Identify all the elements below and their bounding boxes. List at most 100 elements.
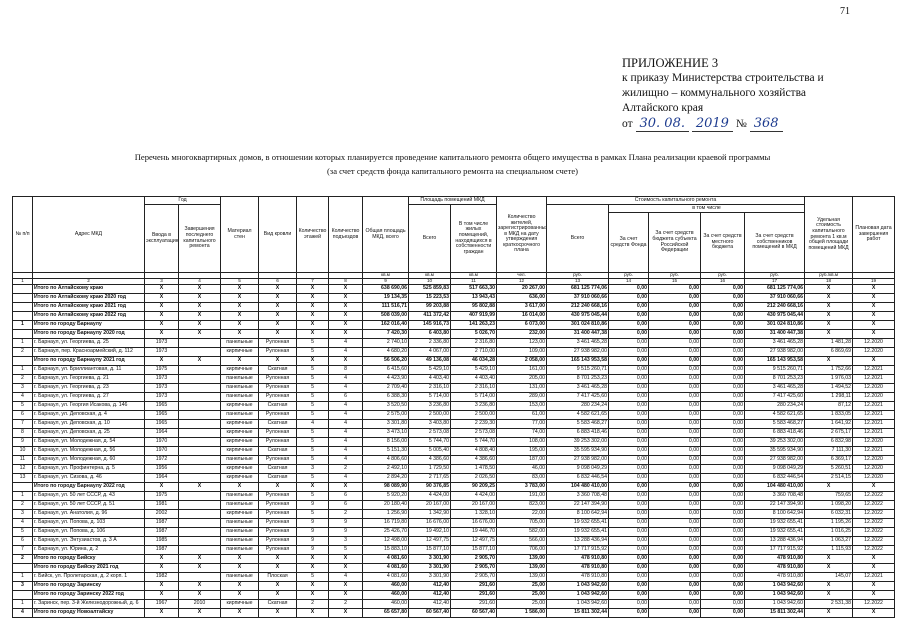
cell: 0,00 <box>700 437 746 447</box>
cell: X <box>328 284 364 294</box>
house-row: 5 г. Барнаул, ул. Попова, д. 106 1987 панел… <box>12 527 896 537</box>
cell: 19 134,35 <box>362 293 410 303</box>
cell: 12.2022 <box>852 599 896 609</box>
cell: 9 098 049,29 <box>744 464 806 474</box>
cell: 0,00 <box>700 446 746 456</box>
cell: 1 043 942,60 <box>546 599 610 609</box>
cell: 430 975 045,44 <box>546 311 610 321</box>
cell: 12.2021 <box>852 419 896 429</box>
cell: кирпичные <box>220 509 260 519</box>
cell: 0,00 <box>700 464 746 474</box>
cell: X <box>258 356 298 366</box>
cell: 0,00 <box>700 419 746 429</box>
cell: 9 <box>296 518 330 528</box>
cell: кирпичные <box>220 437 260 447</box>
cell: 12 497,75 <box>450 536 498 546</box>
cell: 15 877,10 <box>408 545 452 555</box>
cell: 4 <box>328 401 364 411</box>
cell: Итого по городу Бийску 2021 год <box>32 563 145 573</box>
cell: 2 239,30 <box>450 419 498 429</box>
cell <box>177 464 222 474</box>
house-row: 9 г. Барнаул, ул. Молодежная, д. 54 1970 ки… <box>12 437 896 447</box>
cell: Итого по Алтайскому краю <box>32 284 145 294</box>
cell: X <box>804 293 854 303</box>
cell <box>177 500 222 510</box>
cell: X <box>328 482 364 492</box>
cell: 2 <box>12 554 33 564</box>
cell: 1987 <box>144 527 179 537</box>
cell: 90 376,85 <box>408 482 452 492</box>
cell: г. Барнаул, ул. Попова, д. 103 <box>32 518 145 528</box>
cell: 566,00 <box>496 536 548 546</box>
cell: X <box>804 320 854 330</box>
cell: 8 <box>12 428 33 438</box>
cell: 212 240 668,16 <box>744 302 806 312</box>
cell: X <box>328 329 364 339</box>
cell <box>177 572 222 582</box>
cell: кирпичные <box>220 401 260 411</box>
cell: X <box>258 284 298 294</box>
cell <box>177 455 222 465</box>
cell: 0,00 <box>648 590 702 600</box>
cell: 2 <box>12 347 33 357</box>
cell: 5 920,20 <box>362 491 410 501</box>
cell: 5 583 468,27 <box>546 419 610 429</box>
house-row: 12 г. Барнаул, ул. Профинтерна, д. 5 1956 к… <box>12 464 896 474</box>
cell: 0,00 <box>608 320 650 330</box>
cell: г. Барнаул, ул. Георгия Исакова, д. 146 <box>32 401 145 411</box>
cell: 0,00 <box>700 365 746 375</box>
cell: X <box>852 302 896 312</box>
cell: Рулонная <box>258 410 298 420</box>
cell: 27 938 982,00 <box>546 455 610 465</box>
cell: X <box>177 563 222 573</box>
cell: 0,00 <box>608 329 650 339</box>
cell: X <box>804 554 854 564</box>
cell <box>12 356 33 366</box>
cell: 6 <box>328 500 364 510</box>
cell: X <box>328 356 364 366</box>
cell: X <box>258 563 298 573</box>
cell: 0,00 <box>648 500 702 510</box>
cell: 0,00 <box>700 518 746 528</box>
cell: 681 125 774,06 <box>546 284 610 294</box>
cell: 5 714,00 <box>450 392 498 402</box>
cell: 3 403,80 <box>408 419 452 429</box>
cell: Рулонная <box>258 518 298 528</box>
group-header: Стоимость капитального ремонта <box>546 196 806 205</box>
cell: 2 894,20 <box>362 473 410 483</box>
cell: 1981 <box>144 500 179 510</box>
cell: 0,00 <box>648 608 702 618</box>
cell: г. Барнаул, ул. Сизова, д. 46 <box>32 473 145 483</box>
cell: 1975 <box>144 365 179 375</box>
cell: 301 024 810,86 <box>546 320 610 330</box>
cell: г. Барнаул, ул. Деповская, д. 4 <box>32 410 145 420</box>
cell: 1987 <box>144 545 179 555</box>
cell: 4 <box>328 473 364 483</box>
cell: 6 832 446,54 <box>744 473 806 483</box>
cell: 6 <box>12 536 33 546</box>
cell: 25,00 <box>496 581 548 591</box>
cell: X <box>328 302 364 312</box>
cell: 2010 <box>177 599 222 609</box>
cell: X <box>220 311 260 321</box>
cell: 8 701 253,23 <box>744 374 806 384</box>
cell: 1 043 942,60 <box>744 599 806 609</box>
cell: 0,00 <box>700 581 746 591</box>
cell: г. Барнаул, ул. Профинтерна, д. 5 <box>32 464 145 474</box>
cell: X <box>804 608 854 618</box>
cell: 1 752,66 <box>804 365 854 375</box>
cell: X <box>852 554 896 564</box>
cell: 407 919,99 <box>450 311 498 321</box>
cell: X <box>852 284 896 294</box>
cell: X <box>144 482 179 492</box>
cell: Скатная <box>258 365 298 375</box>
cell: X <box>144 554 179 564</box>
cell: Итого по городу Заринску <box>32 581 145 591</box>
cell: 1 <box>12 572 33 582</box>
cell: панельные <box>220 545 260 555</box>
house-row: 4 г. Барнаул, ул. Попова, д. 103 1987 панел… <box>12 518 896 528</box>
cell: 3 <box>12 509 33 519</box>
cell: 10 <box>12 446 33 456</box>
cell: 1 <box>12 338 33 348</box>
